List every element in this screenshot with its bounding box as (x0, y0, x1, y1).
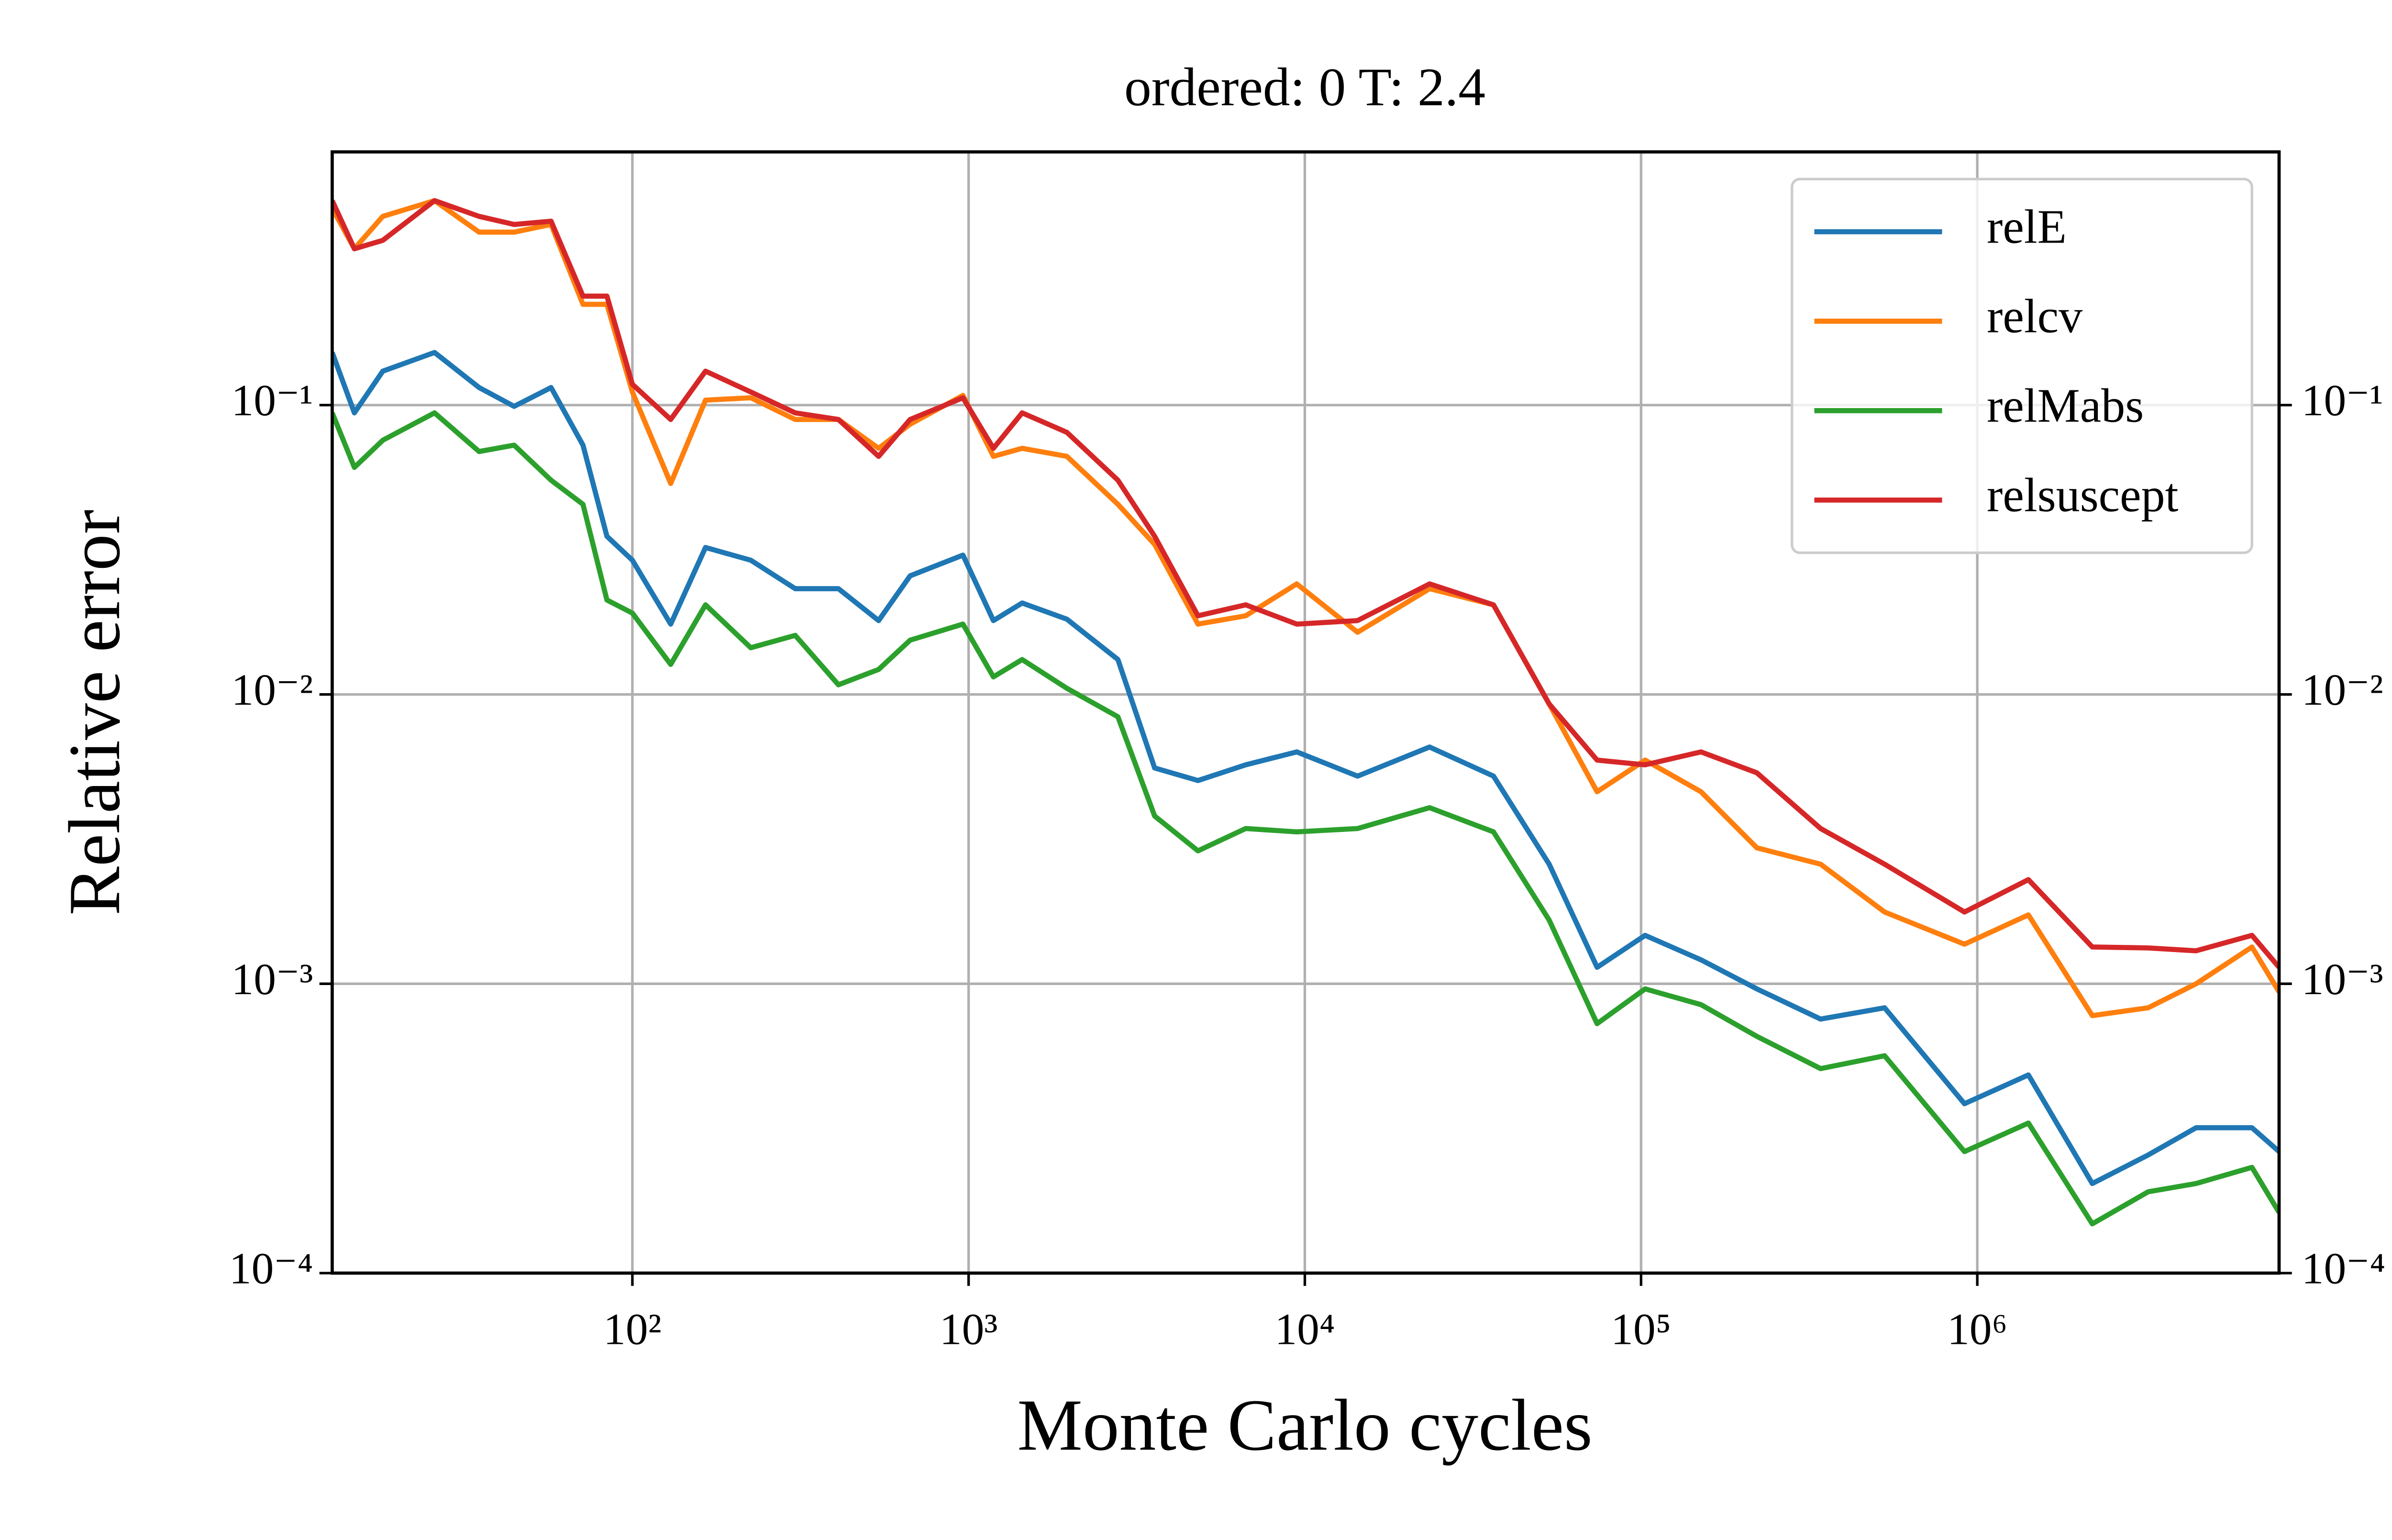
x-tick-label: 10⁵ (1611, 1305, 1671, 1354)
y-tick-label-right: 10⁻³ (2302, 955, 2383, 1004)
chart-title: ordered: 0 T: 2.4 (1124, 57, 1485, 117)
y-tick-label: 10⁻¹ (232, 376, 313, 425)
y-tick-label-right: 10⁻⁴ (2302, 1244, 2385, 1294)
x-tick-label: 10⁶ (1947, 1305, 2007, 1354)
series-line (332, 410, 2279, 1227)
x-tick-label: 10² (603, 1305, 662, 1354)
y-tick-label: 10⁻⁴ (229, 1244, 313, 1294)
legend-label: relcv (1987, 289, 2083, 343)
plot-frame (331, 150, 2281, 1275)
legend-label: relE (1987, 200, 2067, 253)
legend-label: relsuscept (1987, 468, 2179, 521)
x-axis-label: Monte Carlo cycles (1017, 1385, 1592, 1466)
y-tick-label-right: 10⁻¹ (2302, 376, 2383, 425)
legend-box (1791, 177, 2253, 554)
y-tick-label: 10⁻² (232, 665, 313, 715)
series-line (332, 350, 2279, 1186)
x-tick-label: 10³ (940, 1305, 997, 1354)
series-line (332, 198, 2279, 1019)
y-tick-label-right: 10⁻² (2302, 665, 2383, 715)
y-tick-label: 10⁻³ (232, 955, 313, 1004)
series-line (332, 198, 2279, 969)
legend-label: relMabs (1987, 379, 2144, 432)
x-tick-label: 10⁴ (1274, 1305, 1335, 1354)
y-axis-label: Relative error (54, 510, 135, 915)
